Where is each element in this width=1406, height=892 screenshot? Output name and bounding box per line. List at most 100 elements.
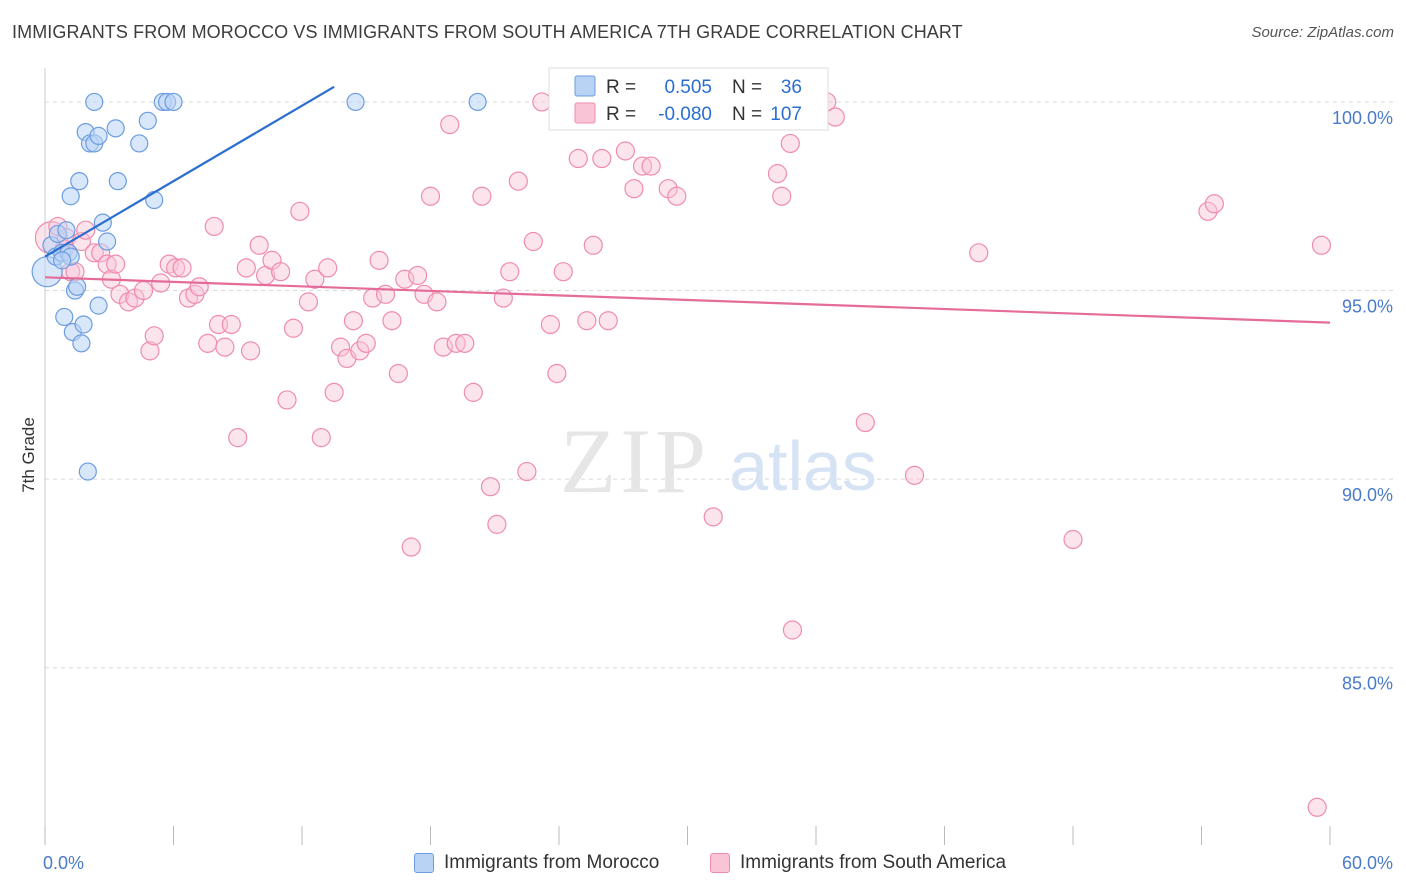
watermark-atlas: atlas — [729, 427, 877, 505]
south-america-point — [855, 412, 875, 433]
south-america-point — [540, 314, 561, 335]
south-america-point — [298, 292, 319, 312]
morocco-point — [85, 92, 104, 112]
x-tick-label: 60.0% — [1342, 853, 1393, 873]
south-america-point — [703, 507, 723, 527]
south-america-point — [624, 179, 644, 199]
south-america-point — [517, 461, 537, 482]
south-america-point — [480, 477, 501, 497]
legend-r-label-morocco: R = — [606, 77, 636, 98]
morocco-point — [130, 134, 149, 153]
morocco-trend-line — [44, 85, 335, 258]
south-america-point — [1204, 194, 1224, 214]
y-axis-label: 7th Grade — [19, 417, 38, 493]
south-america-point — [825, 107, 845, 127]
morocco-point — [98, 232, 117, 251]
legend-r-label-south-america: R = — [606, 104, 636, 125]
south-america-point — [204, 216, 224, 237]
south-america-point — [215, 337, 235, 357]
south-america-point — [487, 514, 507, 534]
south-america-point — [472, 186, 492, 206]
morocco-point — [72, 334, 91, 353]
y-tick-label: 90.0% — [1342, 485, 1393, 505]
south-america-point — [553, 262, 573, 282]
south-america-point — [382, 311, 402, 331]
south-america-point — [500, 262, 520, 282]
south-america-point — [433, 337, 453, 357]
south-america-point — [311, 428, 331, 448]
watermark: ZIP atlas — [560, 410, 877, 512]
south-america-point — [305, 269, 325, 289]
morocco-point — [57, 221, 76, 240]
south-america-point — [641, 156, 661, 176]
south-america-point — [106, 254, 126, 274]
south-america-point — [1311, 235, 1332, 255]
morocco-points — [31, 92, 487, 481]
south-america-point — [166, 258, 186, 278]
south-america-point — [144, 326, 164, 346]
south-america-point — [583, 235, 603, 255]
south-america-point — [236, 258, 256, 278]
legend-label-south-america: Immigrants from South America — [740, 852, 1007, 873]
south-america-trend-line — [44, 276, 1331, 324]
morocco-point — [55, 307, 74, 327]
legend-n-label-morocco: N = — [732, 77, 762, 98]
legend-r-value-morocco: 0.505 — [664, 77, 712, 98]
south-america-point — [228, 428, 248, 448]
south-america-point — [508, 171, 528, 191]
morocco-point — [108, 172, 127, 191]
morocco-point — [145, 190, 164, 210]
south-america-point — [330, 337, 351, 357]
south-america-point — [667, 186, 687, 206]
morocco-point — [138, 111, 157, 130]
x-tick-label: 0.0% — [43, 853, 84, 873]
morocco-point — [468, 92, 487, 112]
south-america-point — [343, 311, 363, 331]
south-america-point — [369, 250, 389, 270]
south-america-point — [523, 231, 543, 252]
south-america-point — [84, 243, 104, 263]
south-america-point — [401, 537, 421, 557]
south-america-point — [577, 311, 597, 331]
grid-lines — [45, 101, 1393, 669]
south-america-point — [283, 318, 304, 338]
morocco-point — [70, 172, 89, 191]
morocco-point — [106, 119, 125, 138]
morocco-point — [68, 277, 87, 296]
south-america-point — [767, 164, 788, 184]
south-america-point — [568, 148, 588, 169]
south-america-point — [547, 363, 567, 384]
south-america-point — [772, 186, 792, 206]
legend-swatch-south-america-bottom — [710, 853, 730, 873]
south-america-point — [592, 148, 612, 169]
legend-r-value-south-america: -0.080 — [658, 104, 712, 125]
legend-label-morocco: Immigrants from Morocco — [444, 852, 660, 873]
trend-lines — [44, 85, 1331, 324]
south-america-point — [427, 292, 447, 312]
south-america-point — [782, 620, 803, 640]
south-america-point — [356, 333, 376, 353]
south-america-point — [270, 262, 291, 282]
south-america-point — [440, 114, 460, 135]
south-america-points — [34, 92, 1332, 817]
south-america-point — [172, 258, 192, 278]
south-america-point — [277, 390, 297, 410]
south-america-point — [598, 311, 618, 331]
legend-n-label-south-america: N = — [732, 104, 762, 125]
south-america-point — [221, 314, 241, 335]
south-america-point — [151, 273, 171, 293]
south-america-point — [532, 92, 552, 112]
south-america-point — [324, 382, 344, 402]
y-tick-label: 95.0% — [1342, 297, 1393, 317]
morocco-point — [78, 462, 97, 481]
south-america-point — [1198, 201, 1218, 221]
south-america-point — [1307, 797, 1327, 817]
legend-item-south-america: Immigrants from South America — [710, 852, 1006, 874]
axes — [44, 68, 1331, 845]
morocco-point — [164, 92, 183, 112]
south-america-point — [904, 465, 925, 485]
stats-legend: R = 0.505 N = 36 R = -0.080 N = 107 — [548, 67, 829, 131]
south-america-point — [408, 265, 428, 286]
morocco-point — [74, 315, 93, 334]
